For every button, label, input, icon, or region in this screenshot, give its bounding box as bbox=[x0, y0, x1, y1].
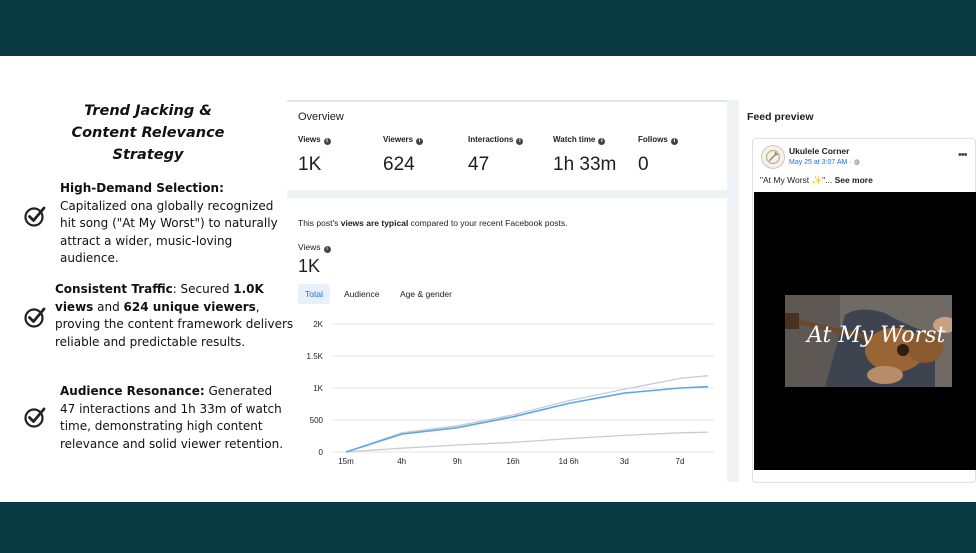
post-caption: "At My Worst ✨"... See more bbox=[760, 175, 873, 185]
point-heading: Audience Resonance: bbox=[60, 384, 205, 398]
check-circle-icon bbox=[24, 206, 46, 227]
info-icon[interactable]: i bbox=[670, 138, 678, 145]
page-avatar[interactable] bbox=[761, 145, 785, 169]
point-text: : Secured bbox=[172, 282, 234, 296]
slide-title: Trend Jacking & Content Relevance Strate… bbox=[62, 100, 234, 166]
x-tick-label: 16h bbox=[506, 457, 519, 466]
series-line bbox=[345, 375, 709, 453]
info-icon[interactable]: i bbox=[516, 138, 524, 145]
check-circle-icon bbox=[24, 407, 46, 428]
panel-edge bbox=[287, 100, 727, 102]
point-heading: Consistent Traffic bbox=[55, 282, 173, 296]
page-name[interactable]: Ukulele Corner bbox=[789, 146, 850, 156]
views-label: Views i bbox=[298, 242, 331, 253]
metric-watch-time-label: Watch time i bbox=[553, 135, 606, 145]
point-text: , proving the content framework delivers… bbox=[55, 299, 294, 349]
metric-follows-label: Follows i bbox=[638, 135, 678, 145]
y-tick-label: 1.5K bbox=[307, 352, 324, 361]
more-options-icon[interactable]: ••• bbox=[958, 149, 968, 161]
views-typical-note: This post's views are typical compared t… bbox=[298, 218, 568, 228]
info-icon[interactable]: i bbox=[416, 138, 424, 145]
x-tick-label: 3d bbox=[620, 457, 629, 466]
slide-title-line: Trend Jacking & bbox=[84, 103, 212, 119]
series-line bbox=[345, 385, 709, 453]
point-consistent-traffic: Consistent Traffic: Secured 1.0K views a… bbox=[55, 281, 305, 351]
check-circle-icon bbox=[24, 307, 46, 328]
metric-views-value: 1K bbox=[298, 154, 322, 175]
point-text: Capitalized ona globally recognized hit … bbox=[60, 198, 278, 266]
metric-follows-value: 0 bbox=[638, 154, 649, 175]
y-tick-label: 0 bbox=[319, 448, 324, 457]
point-text: and bbox=[93, 299, 124, 314]
point-heading: High-Demand Selection: bbox=[60, 181, 224, 195]
x-tick-label: 1d 6h bbox=[559, 457, 579, 466]
x-tick-label: 7d bbox=[676, 457, 685, 466]
y-tick-label: 1K bbox=[313, 384, 323, 393]
point-bold: 1.0K views bbox=[55, 282, 264, 314]
y-tick-label: 500 bbox=[310, 416, 324, 425]
info-icon[interactable]: i bbox=[598, 138, 606, 145]
see-more-link[interactable]: See more bbox=[834, 175, 873, 185]
tab-total[interactable]: Total bbox=[298, 284, 330, 304]
metric-views-label: Views i bbox=[298, 135, 331, 145]
y-tick-label: 2K bbox=[313, 320, 323, 329]
views-line-chart: 0 500 1K 1.5K 2K 15m 4h 9h 16h 1d 6h 3d 7d bbox=[307, 320, 714, 466]
point-text: Generated 47 interactions and 1h 33m of … bbox=[60, 384, 284, 451]
overview-title: Overview bbox=[298, 111, 344, 123]
panel-gap bbox=[287, 190, 727, 198]
globe-icon: ◍ bbox=[853, 159, 860, 166]
slide-title-line: Content Relevance bbox=[71, 125, 225, 141]
metric-interactions-label: Interactions i bbox=[468, 135, 524, 145]
info-icon[interactable]: i bbox=[323, 138, 331, 145]
point-bold: 624 unique viewers bbox=[123, 299, 256, 314]
info-icon[interactable]: i bbox=[323, 246, 331, 253]
metric-viewers-label: Viewers i bbox=[383, 135, 424, 145]
metric-interactions-value: 47 bbox=[468, 154, 490, 175]
post-meta: May 25 at 3:07 AM · ◍ bbox=[789, 159, 860, 166]
video-overlay-text: At My Worst bbox=[807, 323, 946, 348]
views-value: 1K bbox=[298, 256, 321, 276]
tab-age-gender[interactable]: Age & gender bbox=[400, 289, 452, 299]
slide-title-line: Strategy bbox=[112, 147, 184, 163]
metric-watch-time-value: 1h 33m bbox=[553, 154, 617, 175]
x-tick-label: 9h bbox=[453, 457, 462, 466]
feed-preview-title: Feed preview bbox=[747, 111, 814, 123]
video-thumbnail[interactable]: At My Worst bbox=[785, 295, 952, 387]
panel-gap bbox=[727, 100, 739, 482]
metric-viewers-value: 624 bbox=[383, 154, 415, 175]
top-banner bbox=[0, 0, 976, 56]
point-high-demand: High-Demand Selection: Capitalized ona g… bbox=[60, 180, 290, 268]
ukulele-image bbox=[785, 295, 952, 387]
bottom-banner bbox=[0, 502, 976, 553]
point-audience-resonance: Audience Resonance: Generated 47 interac… bbox=[60, 383, 290, 453]
x-tick-label: 15m bbox=[338, 457, 354, 466]
x-tick-label: 4h bbox=[397, 457, 406, 466]
series-line bbox=[345, 431, 709, 453]
tab-audience[interactable]: Audience bbox=[344, 289, 380, 299]
